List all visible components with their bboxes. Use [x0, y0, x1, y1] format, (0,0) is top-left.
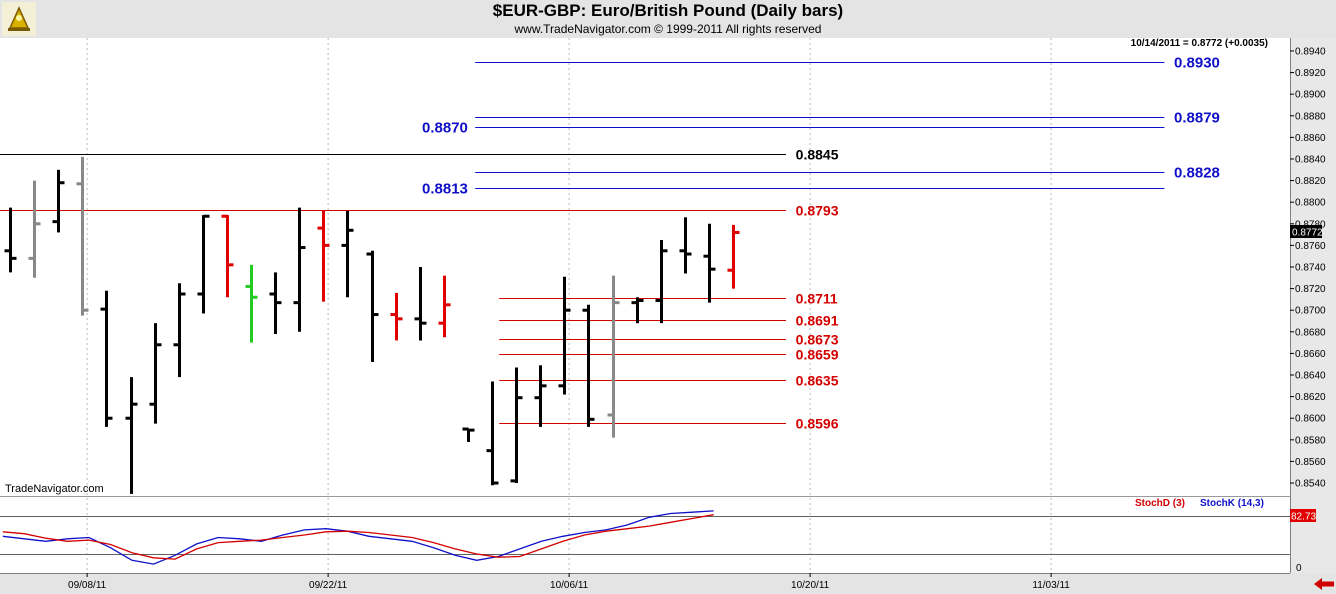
ohlc-bar	[269, 272, 282, 334]
info-line: 10/14/2011 = 0.8772 (+0.0035)	[1131, 38, 1268, 49]
ohlc-bar	[703, 223, 716, 303]
price-level-label: 0.8711	[796, 291, 838, 307]
price-panel	[0, 38, 1290, 496]
price-tick-label: 0.8540	[1295, 479, 1326, 490]
legend-stochd: StochD (3)	[1135, 498, 1185, 509]
trade-navigator-logo-icon[interactable]	[2, 2, 36, 36]
price-level-label: 0.8813	[422, 181, 468, 198]
price-tick-label: 0.8940	[1295, 46, 1326, 57]
ohlc-bar	[558, 276, 571, 395]
ohlc-bar	[462, 427, 475, 442]
date-axis	[0, 573, 1336, 594]
ohlc-bar	[582, 304, 595, 427]
legend-stochk: StochK (14,3)	[1200, 498, 1264, 509]
ohlc-bar	[173, 283, 186, 378]
price-tick-label: 0.8580	[1295, 435, 1326, 446]
ohlc-bar	[655, 239, 668, 324]
price-tick-label: 0.8700	[1295, 306, 1326, 317]
ohlc-bar	[727, 224, 740, 289]
date-tick-label: 09/08/11	[68, 580, 107, 591]
date-tick-label: 10/20/11	[791, 580, 830, 591]
ohlc-bar	[679, 217, 692, 274]
ohlc-bar	[510, 367, 523, 484]
stochk-line	[2, 510, 714, 565]
ohlc-bar	[28, 180, 41, 278]
ohlc-bar	[4, 207, 17, 273]
price-tick-label: 0.8720	[1295, 284, 1326, 295]
price-tick-label: 0.8820	[1295, 176, 1326, 187]
price-tick-label: 0.8560	[1295, 457, 1326, 468]
ohlc-bar	[631, 297, 644, 324]
ohlc-bar	[125, 377, 138, 494]
ohlc-bar	[414, 267, 427, 341]
date-tick-label: 10/06/11	[550, 580, 589, 591]
price-tick-label: 0.8740	[1295, 263, 1326, 274]
price-tick-label: 0.8860	[1295, 133, 1326, 144]
price-tick-label: 0.8600	[1295, 414, 1326, 425]
price-tick-label: 0.8780	[1295, 219, 1326, 230]
ohlc-bar	[366, 250, 379, 363]
date-tick-label: 09/22/11	[309, 580, 348, 591]
ohlc-bar	[245, 264, 258, 343]
price-level-label: 0.8828	[1174, 165, 1220, 182]
stochastic-panel	[0, 497, 1290, 573]
stochd-line	[2, 514, 714, 560]
price-level-label: 0.8879	[1174, 110, 1220, 127]
chart-title: $EUR-GBP: Euro/British Pound (Daily bars…	[492, 1, 844, 20]
watermark: TradeNavigator.com	[5, 483, 104, 495]
price-tick-label: 0.8880	[1295, 111, 1326, 122]
price-tick-label: 0.8900	[1295, 90, 1326, 101]
ohlc-bar	[607, 275, 620, 438]
ohlc-bar	[197, 214, 210, 314]
price-level-label: 0.8870	[422, 120, 468, 137]
price-tick-label: 0.8760	[1295, 241, 1326, 252]
ohlc-bar	[390, 292, 403, 341]
price-tick-label: 0.8660	[1295, 349, 1326, 360]
price-level-label: 0.8596	[796, 416, 839, 432]
stoch-zero-label: 0	[1296, 563, 1302, 574]
ohlc-bar	[293, 207, 306, 332]
ohlc-bar	[438, 275, 451, 338]
ohlc-bar	[149, 323, 162, 424]
price-level-label: 0.8845	[796, 147, 839, 163]
last-price-marker: 0.8772	[1290, 225, 1323, 239]
stoch-value-label: 82.73	[1291, 512, 1316, 523]
price-tick-label: 0.8640	[1295, 371, 1326, 382]
price-level-label: 0.8691	[796, 313, 839, 329]
ohlc-bar	[52, 169, 65, 233]
scroll-left-button[interactable]	[1314, 578, 1334, 590]
price-level-label: 0.8635	[796, 373, 839, 389]
price-tick-label: 0.8680	[1295, 327, 1326, 338]
price-level-label: 0.8930	[1174, 55, 1220, 72]
price-tick-label: 0.8840	[1295, 154, 1326, 165]
chart-header: $EUR-GBP: Euro/British Pound (Daily bars…	[0, 0, 1336, 38]
price-tick-label: 0.8800	[1295, 198, 1326, 209]
price-level-label: 0.8673	[796, 332, 839, 348]
price-tick-label: 0.8620	[1295, 392, 1326, 403]
stoch-value-marker: 82.73	[1290, 509, 1316, 523]
price-level-label: 0.8659	[796, 347, 839, 363]
ohlc-bar	[76, 156, 89, 316]
ohlc-bar	[341, 210, 354, 298]
ohlc-bar	[486, 381, 499, 486]
ohlc-bar	[534, 365, 547, 427]
price-level-label: 0.8793	[796, 203, 839, 219]
ohlc-bar	[317, 210, 330, 302]
last-price-label: 0.8772	[1292, 228, 1323, 239]
ohlc-bar	[100, 290, 113, 427]
ohlc-bar	[221, 214, 234, 298]
price-tick-label: 0.8920	[1295, 68, 1326, 79]
date-tick-label: 11/03/11	[1032, 580, 1070, 591]
price-axis	[1290, 38, 1336, 573]
chart-copyright: www.TradeNavigator.com © 1999-2011 All r…	[514, 22, 822, 36]
